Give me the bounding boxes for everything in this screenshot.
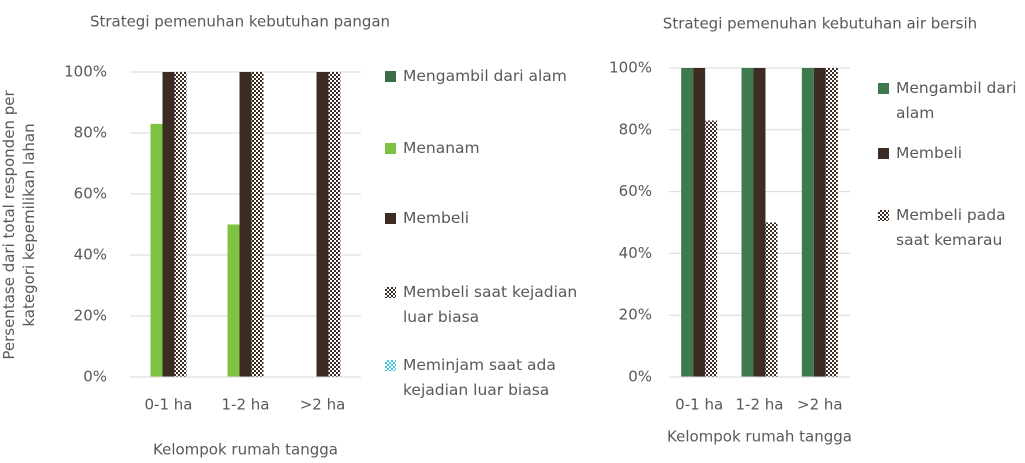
- legend-label: Mengambil dari alam: [896, 79, 1017, 122]
- legend-label: Menanam: [403, 139, 480, 157]
- legend-swatch: [878, 210, 889, 221]
- legend-item: Membeli pada saat kemarau: [878, 203, 1025, 253]
- y-tick-label: 40%: [74, 246, 107, 264]
- y-tick-label: 20%: [619, 306, 652, 324]
- legend-item: Mengambil dari alam: [385, 64, 588, 89]
- legend-swatch: [385, 71, 396, 82]
- legend-swatch: [385, 143, 396, 154]
- bar: [705, 120, 718, 377]
- x-tick-label: >2 ha: [300, 396, 346, 414]
- bar: [753, 68, 766, 377]
- bar: [162, 72, 175, 377]
- y-tick-label: 60%: [619, 182, 652, 200]
- legend-label: Membeli saat kejadian luar biasa: [403, 283, 578, 326]
- bar: [741, 68, 754, 377]
- legend-item: Menanam: [385, 136, 588, 161]
- bar: [239, 72, 252, 377]
- bar: [150, 123, 163, 377]
- y-tick-label: 80%: [619, 120, 652, 138]
- chart-title: Strategi pemenuhan kebutuhan pangan: [90, 13, 390, 31]
- y-tick-label: 0%: [628, 368, 652, 386]
- bar: [316, 72, 329, 377]
- x-tick-label: 1-2 ha: [222, 396, 270, 414]
- legend-label: Meminjam saat ada kejadian luar biasa: [403, 356, 556, 399]
- bar: [813, 68, 826, 377]
- x-tick-label: 0-1 ha: [145, 396, 193, 414]
- legend-swatch: [385, 213, 396, 224]
- x-axis-label: Kelompok rumah tangga: [153, 441, 338, 459]
- bar: [681, 68, 694, 377]
- y-tick-label: 40%: [619, 244, 652, 262]
- y-tick-label: 80%: [74, 124, 107, 142]
- legend-swatch: [385, 287, 396, 298]
- legend-item: Membeli saat kejadian luar biasa: [385, 280, 588, 330]
- chart-title: Strategi pemenuhan kebutuhan air bersih: [663, 15, 977, 33]
- legend-item: Meminjam saat ada kejadian luar biasa: [385, 353, 588, 403]
- legend-label: Membeli: [896, 144, 962, 162]
- bar: [765, 222, 778, 377]
- legend-label: Mengambil dari alam: [403, 67, 567, 85]
- bar: [174, 72, 187, 377]
- legend-item: Membeli: [878, 141, 1025, 166]
- legend-label: Membeli pada saat kemarau: [896, 206, 1006, 249]
- legend-swatch: [878, 148, 889, 159]
- x-tick-label: 1-2 ha: [736, 396, 784, 414]
- legend-swatch: [878, 83, 889, 94]
- x-axis-label: Kelompok rumah tangga: [667, 428, 852, 446]
- bar: [251, 72, 264, 377]
- legend-item: Mengambil dari alam: [878, 76, 1025, 126]
- y-tick-label: 60%: [74, 185, 107, 203]
- bar: [227, 224, 240, 377]
- legend-item: Membeli: [385, 206, 588, 231]
- bar: [328, 72, 341, 377]
- bar: [801, 68, 814, 377]
- bar: [693, 68, 706, 377]
- y-tick-label: 0%: [83, 368, 107, 386]
- bar: [825, 68, 838, 377]
- legend-label: Membeli: [403, 209, 469, 227]
- y-axis-label: Persentase dari total responden per kate…: [0, 90, 38, 360]
- y-tick-label: 20%: [74, 307, 107, 325]
- x-tick-label: 0-1 ha: [675, 396, 723, 414]
- x-tick-label: >2 ha: [797, 396, 843, 414]
- y-tick-label: 100%: [609, 59, 652, 77]
- legend-swatch: [385, 360, 396, 371]
- y-tick-label: 100%: [64, 63, 107, 81]
